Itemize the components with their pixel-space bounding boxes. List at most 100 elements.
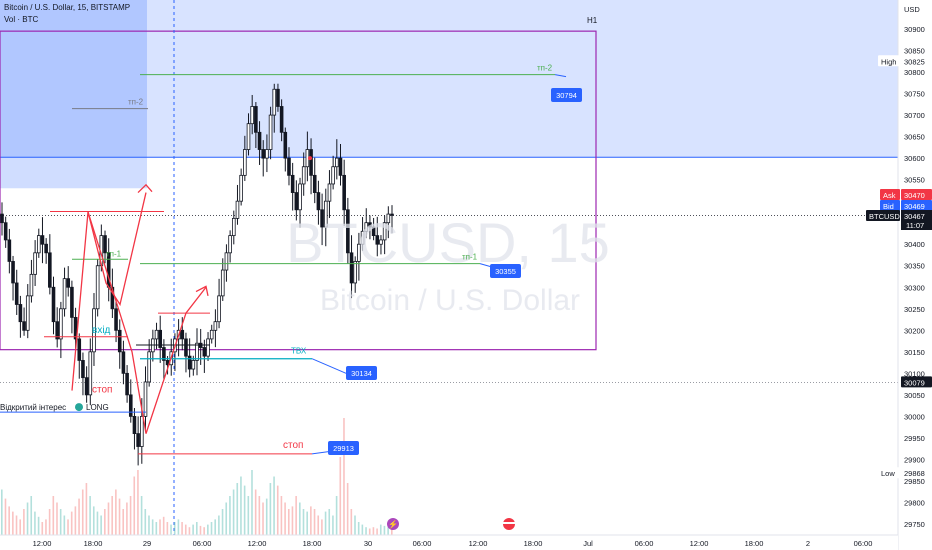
- candle-body: [59, 308, 63, 340]
- volume-bar: [376, 528, 378, 535]
- candle-body: [48, 252, 52, 288]
- volume-bar: [196, 522, 198, 535]
- volume-bar: [78, 498, 80, 535]
- candle-body: [36, 235, 41, 254]
- volume-bar: [247, 496, 250, 535]
- candle-body: [231, 217, 236, 237]
- volume-bar: [350, 509, 353, 535]
- candle-body: [55, 321, 59, 340]
- event-bolt-icon[interactable]: [387, 518, 399, 530]
- price-axis-bg: [898, 0, 932, 550]
- time-tick: 18:00: [745, 539, 764, 548]
- drawings: [0, 74, 567, 455]
- price-tick: 30350: [904, 262, 925, 271]
- time-tick: 30: [364, 539, 372, 548]
- volume-bar: [221, 509, 224, 535]
- volume-bar: [368, 528, 371, 535]
- time-tick: 2: [806, 539, 810, 548]
- candle-body: [279, 106, 284, 133]
- candle-body: [213, 321, 218, 331]
- ask-value: 30470: [904, 191, 925, 200]
- tp1-label: тп-1: [462, 253, 478, 262]
- price-tick: 30250: [904, 305, 925, 314]
- candle-body: [3, 222, 8, 241]
- dotted-level-value: 30079: [904, 378, 925, 387]
- candle-body: [128, 394, 133, 417]
- low-value-bg: [901, 467, 932, 479]
- volume-bar: [372, 527, 375, 535]
- zigzag-up-1: [71, 192, 147, 391]
- volume-bar: [184, 524, 187, 535]
- volume-bar: [273, 476, 275, 535]
- candle-body: [301, 166, 306, 185]
- candle-body: [312, 174, 317, 193]
- candle-body: [290, 174, 295, 193]
- candle-body: [243, 149, 247, 176]
- candle-body: [283, 131, 288, 159]
- candle-body: [257, 131, 262, 150]
- candle-body: [235, 200, 240, 219]
- volume-bar: [361, 524, 364, 535]
- candle-body: [228, 235, 232, 254]
- volume-bar: [254, 489, 257, 535]
- volume-bar: [45, 519, 47, 535]
- candle-body: [309, 149, 313, 176]
- price-tick: 30650: [904, 133, 925, 142]
- volume-bar: [81, 489, 84, 535]
- tp2-label: тп-2: [537, 64, 553, 73]
- price-tick: 30700: [904, 111, 925, 120]
- volume-bar: [19, 519, 21, 535]
- price-tick: 29750: [904, 520, 925, 529]
- volume-bar: [52, 496, 55, 535]
- candle-body: [88, 351, 93, 396]
- price-tick: 30550: [904, 176, 925, 185]
- candle-body: [298, 183, 302, 211]
- candle-body: [25, 295, 30, 331]
- candle-body: [195, 342, 199, 361]
- time-tick: 12:00: [248, 539, 267, 548]
- volume-bar: [8, 506, 10, 535]
- stop-badge-bg: [328, 441, 359, 455]
- candle-body: [342, 174, 346, 211]
- volume-bar: [317, 515, 320, 535]
- volume-bar: [383, 525, 386, 535]
- time-tick: 06:00: [413, 539, 432, 548]
- volume-bar: [177, 519, 180, 535]
- candle-body: [276, 88, 280, 107]
- volume-bar: [280, 496, 283, 535]
- tvh-label: ТВХ: [291, 347, 307, 356]
- volume-bar: [284, 502, 286, 535]
- volume-bar: [214, 519, 216, 535]
- time-axis[interactable]: 12:00 18:00 29 06:00 12:00 18:00 30 06:00 12:00 1…: [0, 518, 898, 550]
- volume-bar: [96, 511, 99, 535]
- price-tick: 30850: [904, 47, 925, 56]
- price-axis[interactable]: USD 30900 30850 30800 30750 30700 30650 30600 30…: [866, 0, 932, 550]
- h1-label: H1: [587, 16, 598, 25]
- candle-body: [353, 261, 358, 284]
- time-tick: 06:00: [193, 539, 212, 548]
- volume-bar: [339, 457, 342, 535]
- candle-body: [14, 282, 19, 305]
- candle-body: [246, 123, 251, 150]
- low-label-bg: [878, 467, 900, 479]
- bid-label: Bid: [883, 202, 894, 211]
- time-tick: Jul: [583, 539, 593, 548]
- candle-body: [224, 252, 229, 271]
- last-symbol: BTCUSD: [869, 212, 900, 221]
- candle-body: [187, 355, 192, 370]
- volume-bar: [144, 509, 147, 535]
- candle-body: [162, 347, 166, 361]
- time-tick: 18:00: [524, 539, 543, 548]
- volume-bar: [59, 509, 62, 535]
- candle-body: [357, 243, 361, 262]
- volume-bar: [210, 522, 213, 535]
- price-tick: 30100: [904, 369, 925, 378]
- volume-bar: [218, 515, 220, 535]
- candle-body: [268, 114, 273, 150]
- candle-body: [265, 149, 269, 159]
- volume-bar: [346, 483, 349, 535]
- volume-bar: [265, 498, 268, 535]
- candle-body: [184, 338, 188, 357]
- resistance-zone: [0, 0, 898, 158]
